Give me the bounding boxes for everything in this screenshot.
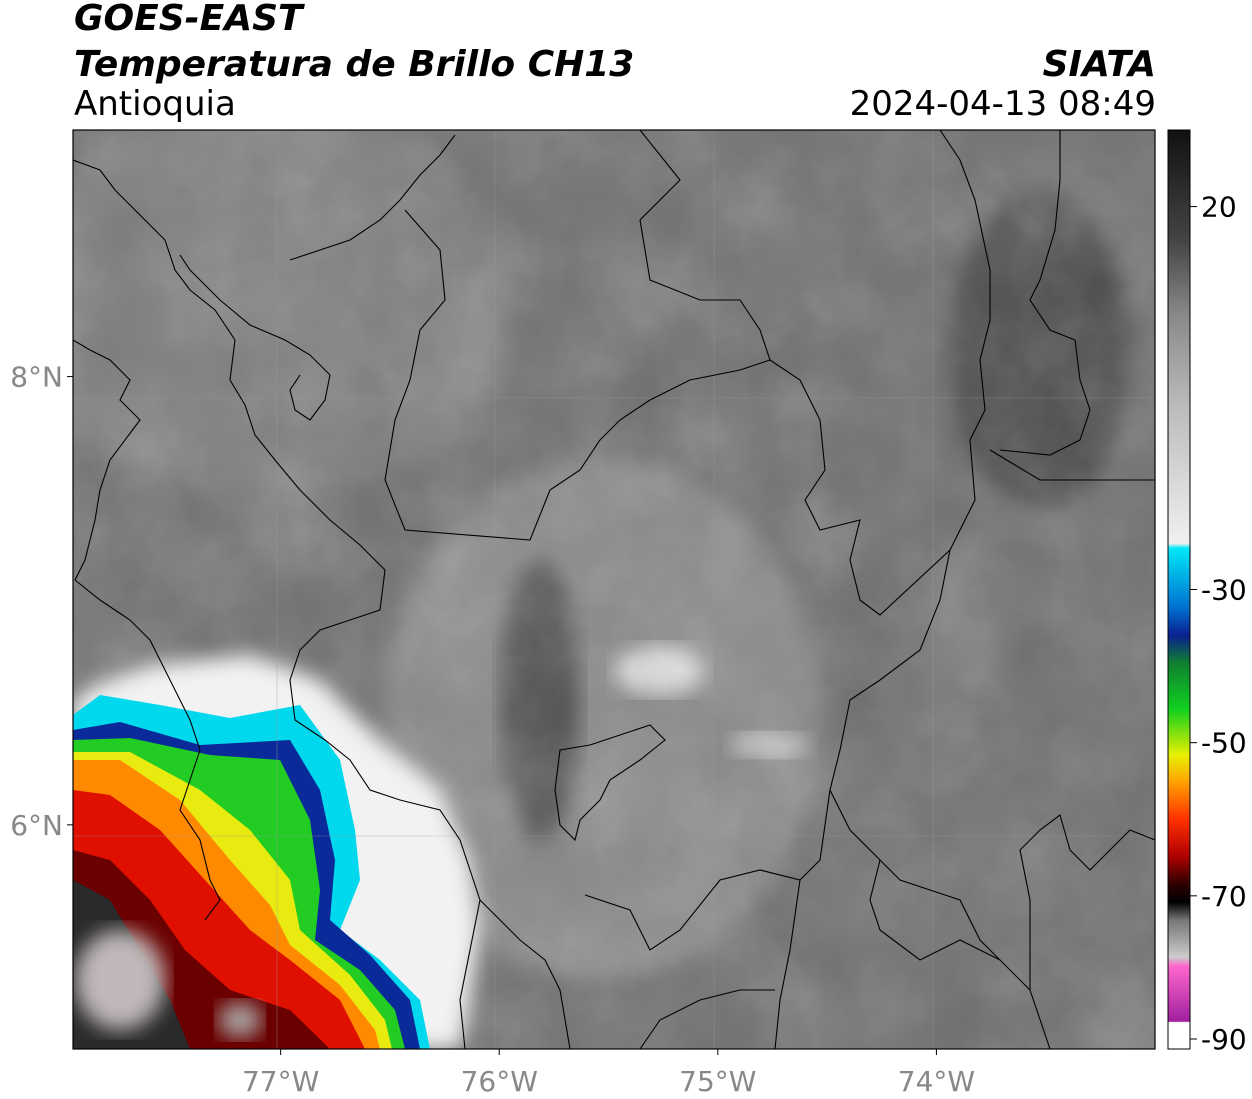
y-tick-label: 8°N [10, 361, 63, 394]
map-frame [72, 129, 1156, 1050]
datetime-label: 2024-04-13 08:49 [849, 84, 1156, 124]
satellite-title: GOES-EAST [74, 0, 303, 39]
y-tick-label: 6°N [10, 809, 63, 842]
colorbar-ticks: 20 -30 -50 -70 -90 [1190, 191, 1247, 1056]
political-boundaries [73, 130, 1155, 1049]
agency-label: SIATA [1042, 44, 1156, 85]
gridlines [73, 130, 1155, 1049]
x-tick-label: 75°W [679, 1065, 756, 1098]
coastline [73, 134, 456, 921]
product-title: Temperatura de Brillo CH13 [74, 44, 635, 85]
x-tick-label: 74°W [898, 1065, 975, 1098]
x-tick-label: 77°W [242, 1065, 319, 1098]
brightness-temperature-field [73, 130, 1155, 1049]
cold-cloud-gray-core [75, 930, 165, 1030]
colorbar-tick-label: -70 [1201, 880, 1247, 913]
colorbar [1167, 129, 1191, 1050]
region-label: Antioquia [74, 84, 236, 124]
colorbar-tick-label: 20 [1201, 191, 1237, 224]
colorbar-tick-label: -30 [1201, 574, 1247, 607]
x-axis-ticks: 77°W 76°W 75°W 74°W [242, 1049, 975, 1098]
colorbar-tick-label: -90 [1201, 1023, 1247, 1056]
colorbar-tick-label: -50 [1201, 727, 1247, 760]
y-axis-ticks: 8°N 6°N [10, 361, 73, 842]
x-tick-label: 76°W [461, 1065, 538, 1098]
